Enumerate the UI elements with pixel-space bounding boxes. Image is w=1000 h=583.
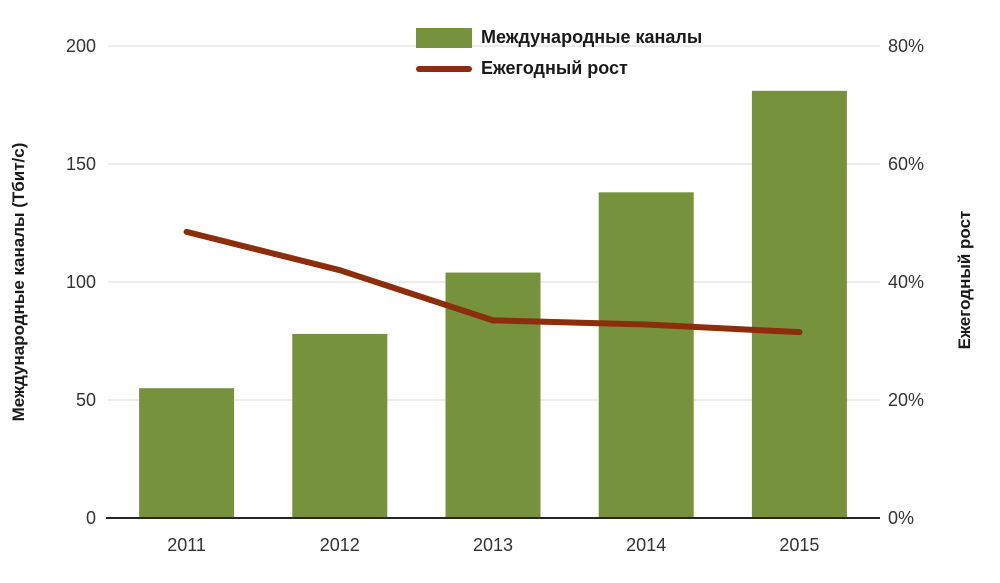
x-axis-tick-label: 2014 xyxy=(626,535,666,555)
left-axis-tick-label: 200 xyxy=(66,36,96,56)
legend: Международные каналы Ежегодный рост xyxy=(416,27,702,79)
bar xyxy=(445,272,541,518)
bar xyxy=(292,333,388,518)
x-axis-tick-label: 2011 xyxy=(167,535,206,555)
right-axis-tick-label: 0% xyxy=(888,508,914,528)
bar xyxy=(139,388,235,518)
bar xyxy=(751,90,847,518)
bar-series-swatch xyxy=(416,27,472,48)
axes-layer: 0 50 100 150 200 0% 20% 40% 60% 80% 2011 2012 2013 20… xyxy=(66,36,924,555)
legend-item-bars: Международные каналы xyxy=(416,27,702,48)
legend-label-line: Ежегодный рост xyxy=(481,58,628,78)
x-axis-tick-label: 2015 xyxy=(779,535,819,555)
bars-layer xyxy=(139,90,847,518)
line-series-swatch xyxy=(416,65,472,72)
left-axis-tick-label: 150 xyxy=(66,154,96,174)
growth-line xyxy=(183,228,803,336)
left-axis-tick-label: 50 xyxy=(76,390,96,410)
left-axis-tick-label: 100 xyxy=(66,272,96,292)
line-layer xyxy=(183,228,803,336)
x-axis-tick-label: 2012 xyxy=(320,535,360,555)
x-axis-tick-label: 2013 xyxy=(473,535,513,555)
right-axis-tick-label: 80% xyxy=(888,36,924,56)
right-axis-tick-label: 20% xyxy=(888,390,924,410)
left-axis-tick-label: 0 xyxy=(86,508,96,528)
legend-label-bars: Международные каналы xyxy=(481,27,703,47)
bar xyxy=(598,192,694,518)
right-axis-title: Ежегодный рост xyxy=(955,211,974,350)
left-axis-title: Международные каналы (Тбит/с) xyxy=(9,143,28,422)
legend-item-line: Ежегодный рост xyxy=(416,58,702,79)
right-axis-tick-label: 40% xyxy=(888,272,924,292)
right-axis-tick-label: 60% xyxy=(888,154,924,174)
